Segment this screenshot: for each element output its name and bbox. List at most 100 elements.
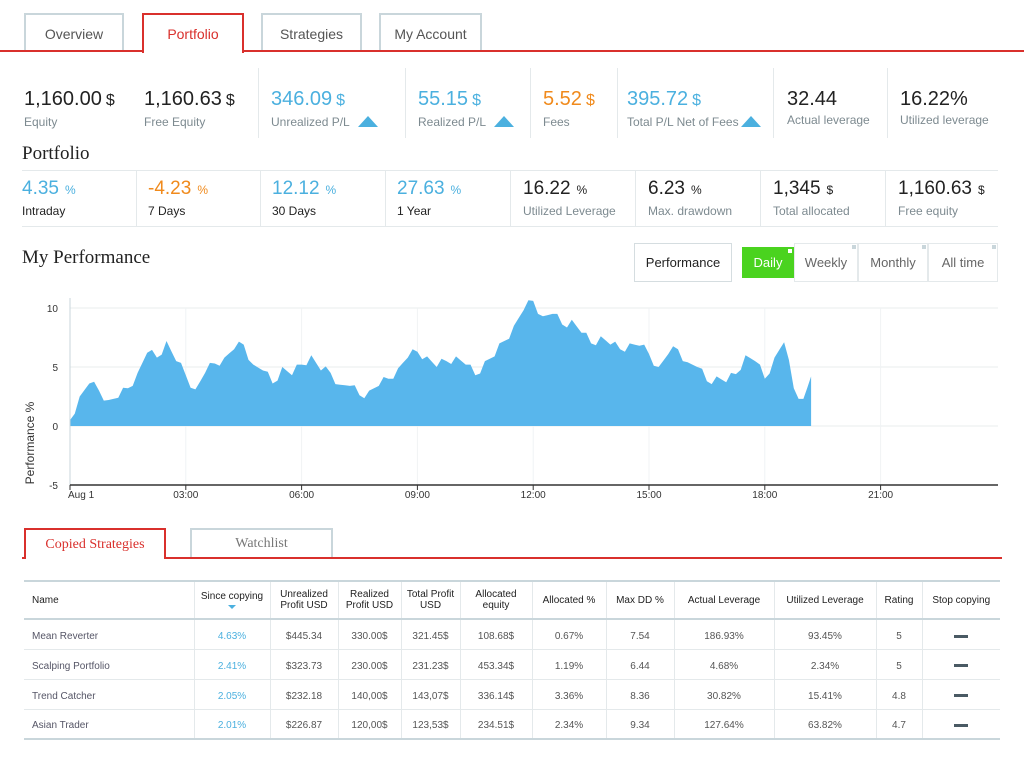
cell-alloc-pct: 1.19% [532, 649, 607, 680]
cell-allocated: 234.51$ [460, 709, 533, 740]
utilized-leverage-value: 16.22% [900, 88, 968, 110]
cell-unrealized: $226.87 [270, 709, 339, 740]
stat-intraday: 4.35% Intraday [22, 178, 76, 218]
tab-watchlist[interactable]: Watchlist [190, 528, 333, 558]
stat-7-days: -4.23% 7 Days [148, 178, 208, 218]
tab-my-account[interactable]: My Account [379, 13, 482, 52]
table-row[interactable]: Mean Reverter 4.63% $445.34 330.00$ 321.… [24, 619, 1000, 650]
equity-label: Equity [24, 115, 58, 129]
cell-actual-lev: 186.93% [674, 619, 775, 650]
cell-allocated: 336.14$ [460, 679, 533, 710]
x-tick-label: 18:00 [752, 490, 777, 501]
performance-range-selector: Performance Daily Weekly Monthly All tim… [634, 243, 998, 282]
total-allocated-value: 1,345 [773, 178, 821, 199]
summary-total-pl: 395.72 $ Total P/L Net of Fees [627, 88, 761, 129]
cell-total: 231.23$ [401, 649, 461, 680]
range-weekly-label: Weekly [804, 255, 848, 270]
cell-allocated: 108.68$ [460, 619, 533, 650]
one-year-label: 1 Year [397, 204, 432, 218]
tab-strategies[interactable]: Strategies [261, 13, 362, 52]
free-equity-stat-unit: $ [977, 183, 985, 197]
cell-unrealized: $323.73 [270, 649, 339, 680]
stop-copying-icon[interactable] [954, 724, 969, 728]
x-tick-label: 15:00 [636, 490, 661, 501]
utilized-leverage-stat-label: Utilized Leverage [523, 204, 616, 218]
range-daily-button[interactable]: Daily [742, 247, 794, 278]
summary-realized: 55.15 $ Realized P/L [418, 88, 515, 129]
col-rating: Rating [876, 580, 923, 620]
cell-alloc-pct: 2.34% [532, 709, 607, 740]
cell-since: 2.41% [194, 649, 271, 680]
sort-down-icon[interactable] [228, 605, 236, 609]
divider [885, 170, 886, 226]
x-tick-label: 21:00 [868, 490, 893, 501]
max-drawdown-label: Max. drawdown [648, 204, 733, 218]
col-name: Name [24, 580, 195, 620]
corner-dot-icon [852, 245, 856, 249]
stat-total-allocated: 1,345 $ Total allocated [773, 178, 850, 218]
cell-rating: 5 [876, 619, 923, 650]
stop-copying-icon[interactable] [954, 664, 969, 668]
tab-overview[interactable]: Overview [24, 13, 124, 52]
summary-unrealized: 346.09 $ Unrealized P/L [271, 88, 378, 129]
summary-equity: 1,160.00 $ Equity [24, 88, 115, 129]
range-monthly-button[interactable]: Monthly [858, 243, 928, 282]
stat-1-year: 27.63% 1 Year [397, 178, 461, 218]
cell-stop [922, 649, 1000, 680]
cell-name[interactable]: Scalping Portfolio [24, 649, 195, 680]
stop-copying-icon[interactable] [954, 694, 969, 698]
y-tick-label: 10 [47, 304, 59, 315]
thirty-days-label: 30 Days [272, 204, 317, 218]
y-tick-label: -5 [49, 481, 58, 492]
summary-free-equity: 1,160.63 $ Free Equity [144, 88, 235, 129]
x-tick-label: Aug 1 [68, 490, 95, 501]
performance-button[interactable]: Performance [634, 243, 732, 282]
summary-utilized-leverage: 16.22% Utilized leverage [900, 88, 989, 127]
cell-realized: 120,00$ [338, 709, 402, 740]
top-nav: Overview Portfolio Strategies My Account [0, 0, 1024, 53]
nav-underline [0, 50, 1024, 52]
range-all-time-button[interactable]: All time [928, 243, 998, 282]
stop-copying-icon[interactable] [954, 634, 969, 638]
free-equity-unit: $ [225, 92, 235, 109]
seven-days-label: 7 Days [148, 204, 186, 218]
stat-30-days: 12.12% 30 Days [272, 178, 336, 218]
divider [510, 170, 511, 226]
cell-realized: 230.00$ [338, 649, 402, 680]
cell-actual-lev: 127.64% [674, 709, 775, 740]
triangle-up-icon[interactable] [740, 116, 761, 127]
cell-util-lev: 15.41% [774, 679, 877, 710]
equity-value: 1,160.00 [24, 88, 102, 110]
table-row[interactable]: Asian Trader 2.01% $226.87 120,00$ 123,5… [24, 709, 1000, 740]
cell-name[interactable]: Trend Catcher [24, 679, 195, 710]
divider [773, 68, 774, 138]
cell-stop [922, 619, 1000, 650]
cell-util-lev: 63.82% [774, 709, 877, 740]
cell-actual-lev: 30.82% [674, 679, 775, 710]
triangle-up-icon[interactable] [494, 116, 515, 127]
range-weekly-button[interactable]: Weekly [794, 243, 858, 282]
intraday-value: 4.35 [22, 178, 59, 199]
cell-name[interactable]: Mean Reverter [24, 619, 195, 650]
cell-unrealized: $445.34 [270, 619, 339, 650]
stat-utilized-leverage: 16.22% Utilized Leverage [523, 178, 616, 218]
fees-value: 5.52 [543, 88, 582, 110]
cell-name[interactable]: Asian Trader [24, 709, 195, 740]
table-row[interactable]: Scalping Portfolio 2.41% $323.73 230.00$… [24, 649, 1000, 680]
cell-rating: 5 [876, 649, 923, 680]
actual-leverage-value: 32.44 [787, 88, 838, 110]
col-since-copying[interactable]: Since copying [194, 580, 271, 620]
divider [887, 68, 888, 138]
corner-dot-icon [992, 245, 996, 249]
triangle-up-icon[interactable] [357, 116, 378, 127]
tab-portfolio[interactable]: Portfolio [142, 13, 244, 53]
tab-copied-strategies[interactable]: Copied Strategies [24, 528, 166, 559]
col-unrealized: Unrealized Profit USD [270, 580, 339, 620]
realized-unit: $ [472, 92, 481, 109]
utilized-leverage-label: Utilized leverage [900, 113, 989, 127]
table-row[interactable]: Trend Catcher 2.05% $232.18 140,00$ 143,… [24, 679, 1000, 710]
y-axis-label: Performance % [23, 401, 37, 484]
divider [260, 170, 261, 226]
bottom-tabs-underline [22, 557, 1002, 559]
cell-util-lev: 93.45% [774, 619, 877, 650]
